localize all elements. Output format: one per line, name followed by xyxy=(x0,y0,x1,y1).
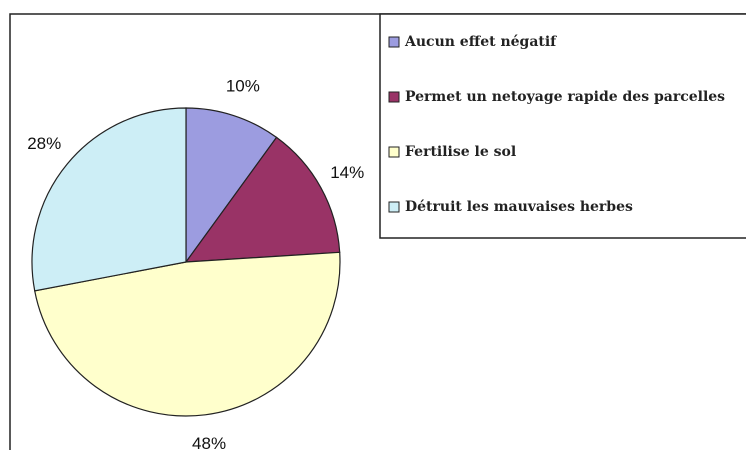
legend-swatch xyxy=(388,146,400,158)
legend-box xyxy=(379,13,746,239)
legend-label: Détruit les mauvaises herbes xyxy=(405,199,633,215)
legend-label: Fertilise le sol xyxy=(405,144,516,160)
data-label: 14% xyxy=(330,163,364,182)
pie-slice xyxy=(31,107,187,292)
legend-swatch xyxy=(388,201,400,213)
legend-swatch xyxy=(388,91,400,103)
data-label: 28% xyxy=(27,134,61,153)
pie-slice xyxy=(34,251,341,417)
pie-slice xyxy=(184,136,341,263)
legend-swatch xyxy=(388,36,400,48)
legend-label: Permet un netoyage rapide des parcelles xyxy=(405,89,725,105)
pie-slice xyxy=(185,107,278,264)
legend-label: Aucun effet négatif xyxy=(404,34,557,50)
data-label: 10% xyxy=(226,76,260,95)
data-label: 48% xyxy=(192,434,226,450)
